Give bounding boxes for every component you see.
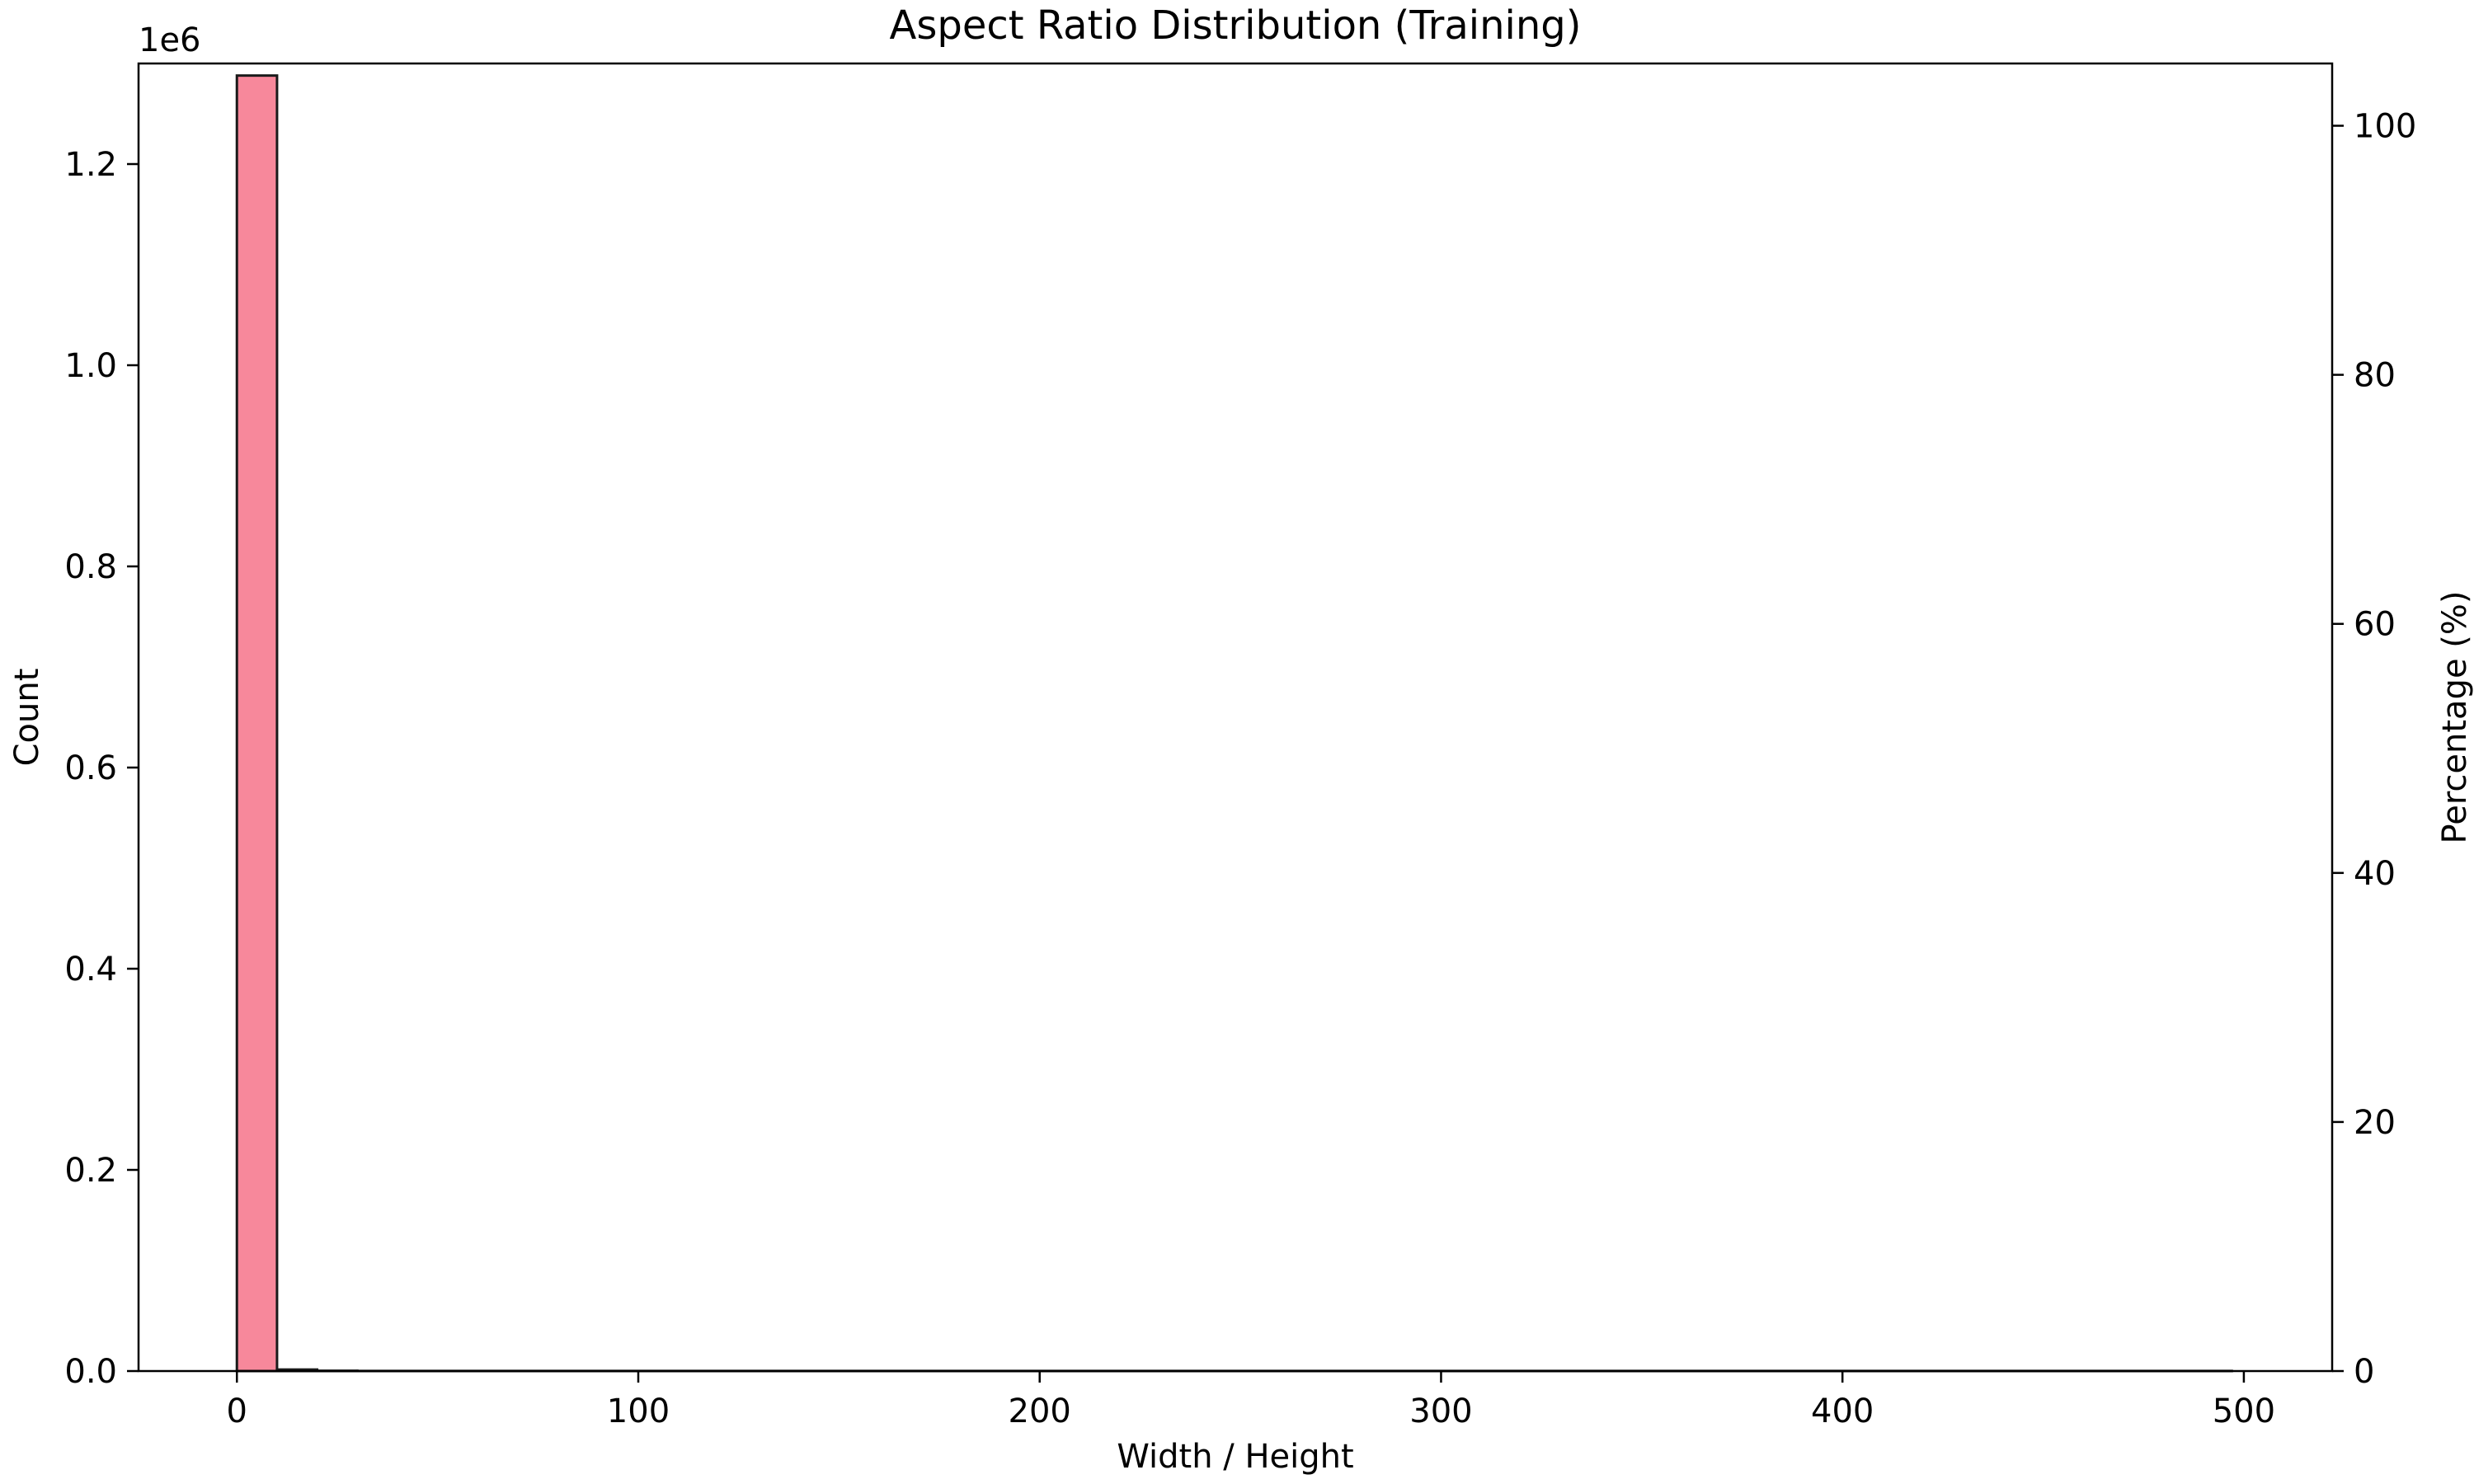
y2-tick-label: 60 xyxy=(2354,606,2396,644)
y2-axis-label: Percentage (%) xyxy=(2436,591,2474,844)
x-tick-label: 300 xyxy=(1409,1392,1472,1430)
y2-tick-label: 80 xyxy=(2354,357,2396,395)
y-tick-label: 1.0 xyxy=(64,347,117,385)
x-tick-label: 0 xyxy=(227,1392,247,1430)
x-tick-label: 200 xyxy=(1009,1392,1071,1430)
y-tick-label: 0.0 xyxy=(64,1353,117,1391)
y-axis-label: Count xyxy=(8,669,46,767)
x-tick-label: 400 xyxy=(1811,1392,1874,1430)
x-axis: 0 100 200 300 400 500 xyxy=(227,1371,2275,1430)
x-tick-label: 500 xyxy=(2213,1392,2275,1430)
x-tick-label: 100 xyxy=(607,1392,670,1430)
x-axis-label: Width / Height xyxy=(1117,1438,1353,1476)
y2-axis: 0 20 40 60 80 100 xyxy=(2332,108,2416,1391)
chart-title: Aspect Ratio Distribution (Training) xyxy=(890,2,1582,49)
y-tick-label: 0.2 xyxy=(64,1152,117,1190)
y-tick-label: 0.6 xyxy=(64,749,117,787)
y2-tick-label: 40 xyxy=(2354,855,2396,893)
plot-frame xyxy=(137,62,2334,1373)
bars-layer xyxy=(235,74,2233,1373)
y2-tick-label: 100 xyxy=(2354,108,2416,146)
histogram-bar xyxy=(235,74,279,1373)
y-tick-label: 1.2 xyxy=(64,146,117,184)
y-tick-label: 0.4 xyxy=(64,951,117,989)
y-tick-label: 0.8 xyxy=(64,548,117,586)
y-axis-offset-text: 1e6 xyxy=(139,21,201,59)
y2-tick-label: 20 xyxy=(2354,1104,2396,1142)
y-axis: 0.0 0.2 0.4 0.6 0.8 1.0 1.2 xyxy=(64,146,139,1391)
y2-tick-label: 0 xyxy=(2354,1353,2374,1391)
